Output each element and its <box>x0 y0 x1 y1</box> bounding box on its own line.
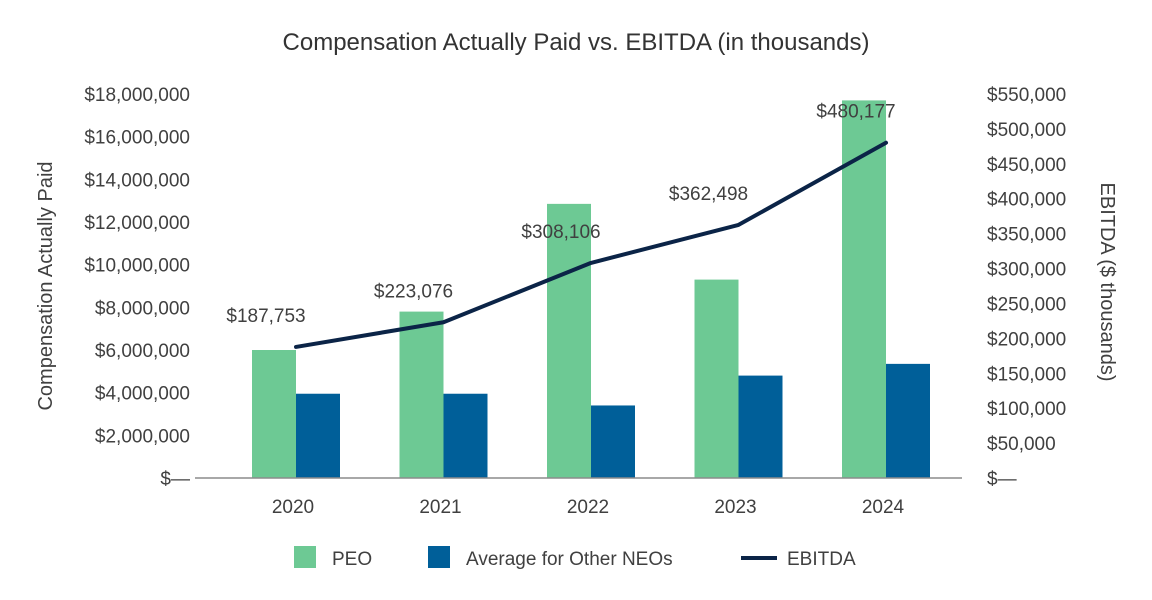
left-tick-label: $6,000,000 <box>95 341 190 362</box>
bar-other-neos-2020 <box>296 393 340 478</box>
right-tick-label: $— <box>987 469 1017 490</box>
ebitda-line-layer <box>294 140 888 349</box>
bar-other-neos-2022 <box>591 405 635 478</box>
right-tick-label: $450,000 <box>987 155 1066 176</box>
ebitda-label-2021: $223,076 <box>374 281 453 302</box>
left-tick-label: $14,000,000 <box>84 170 190 191</box>
chart-title: Compensation Actually Paid vs. EBITDA (i… <box>283 29 870 56</box>
ebitda-label-2024: $480,177 <box>816 102 895 123</box>
x-tick-label-2023: 2023 <box>714 497 756 518</box>
bar-peo-2020 <box>252 350 296 478</box>
left-tick-label: $10,000,000 <box>84 256 190 277</box>
x-tick-label-2021: 2021 <box>419 497 461 518</box>
right-axis-ticks: $— $50,000 $100,000 $150,000 $200,000 $250,00… <box>987 85 1066 490</box>
legend-label-ebitda: EBITDA <box>787 549 856 570</box>
left-tick-label: $8,000,000 <box>95 298 190 319</box>
right-tick-label: $150,000 <box>987 364 1066 385</box>
ebitda-data-labels: $187,753 $223,076 $308,106 $362,498 $480,177 <box>226 102 895 327</box>
ebitda-label-2023: $362,498 <box>669 184 748 205</box>
ebitda-label-2022: $308,106 <box>521 222 600 243</box>
legend-swatch-other-neos <box>428 546 450 568</box>
left-tick-label: $12,000,000 <box>84 213 190 234</box>
bar-other-neos-2024 <box>886 363 930 478</box>
ebitda-line <box>294 140 888 349</box>
right-tick-label: $300,000 <box>987 260 1066 281</box>
left-tick-label: $4,000,000 <box>95 384 190 405</box>
left-tick-label: $18,000,000 <box>84 85 190 106</box>
x-axis-ticks: 2020 2021 2022 2023 2024 <box>272 497 905 518</box>
left-axis-title: Compensation Actually Paid <box>35 161 57 410</box>
right-axis-title: EBITDA ($ thousands) <box>1096 183 1118 382</box>
bar-other-neos-2023 <box>738 375 783 478</box>
bar-other-neos-2021 <box>443 393 488 478</box>
x-tick-label-2024: 2024 <box>862 497 905 518</box>
bar-peo-2022 <box>547 203 591 478</box>
x-tick-label-2022: 2022 <box>567 497 609 518</box>
bar-peo-2021 <box>399 311 444 478</box>
legend-label-other-neos: Average for Other NEOs <box>466 549 673 570</box>
legend: PEO Average for Other NEOs EBITDA <box>294 546 856 570</box>
legend-label-peo: PEO <box>332 549 372 570</box>
right-tick-label: $550,000 <box>987 85 1066 106</box>
right-tick-label: $350,000 <box>987 225 1066 246</box>
left-tick-label: $16,000,000 <box>84 128 190 149</box>
left-tick-label: $— <box>160 469 190 490</box>
ebitda-label-2020: $187,753 <box>226 306 305 327</box>
right-tick-label: $500,000 <box>987 120 1066 141</box>
right-tick-label: $100,000 <box>987 399 1066 420</box>
left-axis-ticks: $— $2,000,000 $4,000,000 $6,000,000 $8,000,0… <box>84 85 190 490</box>
legend-swatch-peo <box>294 546 316 568</box>
right-tick-label: $400,000 <box>987 190 1066 211</box>
bar-peo-2023 <box>694 279 739 478</box>
x-tick-label-2020: 2020 <box>272 497 314 518</box>
right-tick-label: $50,000 <box>987 434 1056 455</box>
bars <box>252 100 930 479</box>
left-tick-label: $2,000,000 <box>95 426 190 447</box>
right-tick-label: $200,000 <box>987 329 1066 350</box>
right-tick-label: $250,000 <box>987 294 1066 315</box>
